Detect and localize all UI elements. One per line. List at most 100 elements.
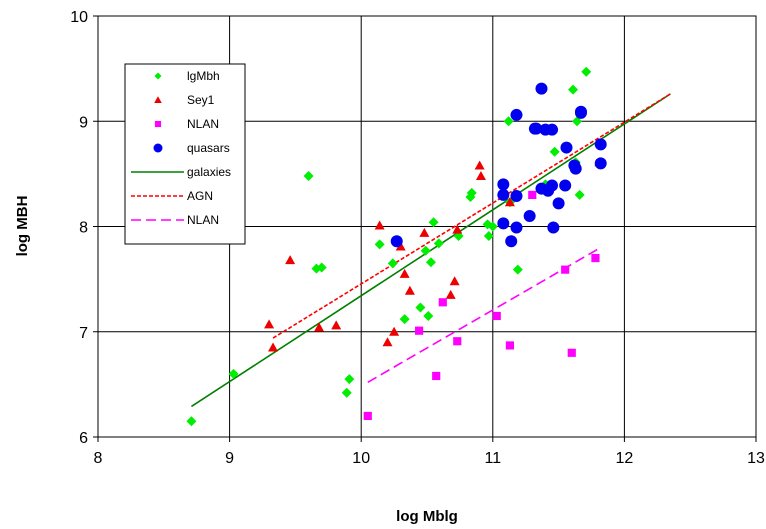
data-point xyxy=(505,341,514,350)
data-point xyxy=(432,371,441,381)
legend-label: lgMbh xyxy=(187,69,220,83)
y-tick-label: 9 xyxy=(79,114,88,131)
y-tick-label: 10 xyxy=(70,9,88,26)
data-point xyxy=(572,116,583,127)
data-point xyxy=(475,170,486,180)
data-point xyxy=(344,374,355,385)
legend: lgMbh Sey1 NLAN quasars galaxies AGN NLAN xyxy=(124,63,246,245)
legend-entry: lgMbh xyxy=(154,69,220,83)
data-point xyxy=(497,188,510,201)
data-point xyxy=(574,106,587,119)
legend-label: AGN xyxy=(187,189,213,203)
fit-lines xyxy=(190,93,671,408)
data-point xyxy=(449,276,460,286)
data-point xyxy=(497,178,510,191)
y-tick-label: 8 xyxy=(79,220,88,237)
data-point xyxy=(433,238,444,249)
x-tick-label: 8 xyxy=(94,450,103,467)
legend-box xyxy=(124,63,246,245)
legend-marker xyxy=(154,96,162,104)
data-point xyxy=(581,66,592,77)
legend-entry: quasars xyxy=(153,141,230,155)
data-point xyxy=(546,123,559,136)
y-axis-tick-labels: 6 7 8 9 10 xyxy=(70,9,98,447)
fit-line-galaxies xyxy=(190,93,671,408)
data-point xyxy=(523,209,536,222)
data-point xyxy=(415,326,424,335)
data-point xyxy=(497,217,510,230)
data-point xyxy=(228,368,239,379)
data-point xyxy=(567,348,576,357)
data-point xyxy=(186,416,197,427)
data-points xyxy=(186,66,607,427)
data-point xyxy=(445,289,456,299)
data-point xyxy=(492,311,501,321)
data-point xyxy=(510,108,523,121)
x-tick-label: 13 xyxy=(747,450,765,467)
x-tick-label: 9 xyxy=(225,450,234,467)
series-quasars xyxy=(390,82,607,248)
data-point xyxy=(331,320,342,330)
legend-label: NLAN xyxy=(187,117,219,131)
data-point xyxy=(504,197,515,207)
data-point xyxy=(512,264,523,275)
legend-marker xyxy=(153,143,163,153)
x-axis-title: log Mblg xyxy=(396,508,458,525)
data-point xyxy=(561,265,570,274)
data-point xyxy=(528,190,537,200)
data-point xyxy=(390,235,403,248)
legend-marker xyxy=(154,120,162,128)
data-point xyxy=(399,268,410,278)
data-point xyxy=(474,160,485,170)
data-point xyxy=(452,224,463,234)
data-point xyxy=(552,197,565,210)
data-point xyxy=(594,157,607,170)
legend-entry: AGN xyxy=(131,189,213,203)
data-point xyxy=(387,258,398,269)
data-point xyxy=(546,179,559,192)
data-point xyxy=(591,253,600,263)
data-point xyxy=(559,179,572,192)
data-point xyxy=(510,189,523,202)
data-point xyxy=(453,337,462,346)
data-point xyxy=(568,84,579,95)
data-point xyxy=(425,257,436,268)
legend-entry: NLAN xyxy=(154,117,219,131)
x-tick-label: 12 xyxy=(616,450,634,467)
x-tick-label: 11 xyxy=(484,450,501,467)
data-point xyxy=(535,82,548,95)
x-tick-label: 10 xyxy=(352,450,370,467)
data-point xyxy=(399,314,410,325)
data-point xyxy=(285,255,296,265)
data-point xyxy=(363,411,372,421)
data-point xyxy=(510,221,523,234)
data-point xyxy=(389,326,400,336)
data-point xyxy=(438,298,447,307)
data-point xyxy=(503,116,514,127)
data-point xyxy=(466,187,477,198)
data-point xyxy=(423,310,434,321)
data-point xyxy=(505,235,518,248)
data-point xyxy=(341,387,352,398)
data-point xyxy=(574,189,585,200)
legend-marker xyxy=(154,72,162,80)
legend-label: Sey1 xyxy=(187,93,215,107)
x-axis-tick-labels: 8 9 10 11 12 13 xyxy=(94,437,765,467)
legend-label: quasars xyxy=(187,141,230,155)
data-point xyxy=(594,138,607,151)
legend-entry: Sey1 xyxy=(154,93,215,107)
y-axis-title: log MBH xyxy=(14,196,31,257)
data-point xyxy=(314,322,325,332)
data-point xyxy=(316,262,327,273)
legend-entry: NLAN xyxy=(131,213,219,227)
data-point xyxy=(382,337,393,347)
data-point xyxy=(547,221,560,234)
legend-label: galaxies xyxy=(187,165,231,179)
data-point xyxy=(415,302,426,313)
data-point xyxy=(549,146,560,157)
data-point xyxy=(395,241,406,251)
data-point xyxy=(374,220,385,230)
data-point xyxy=(264,319,275,329)
y-tick-label: 7 xyxy=(79,325,88,342)
